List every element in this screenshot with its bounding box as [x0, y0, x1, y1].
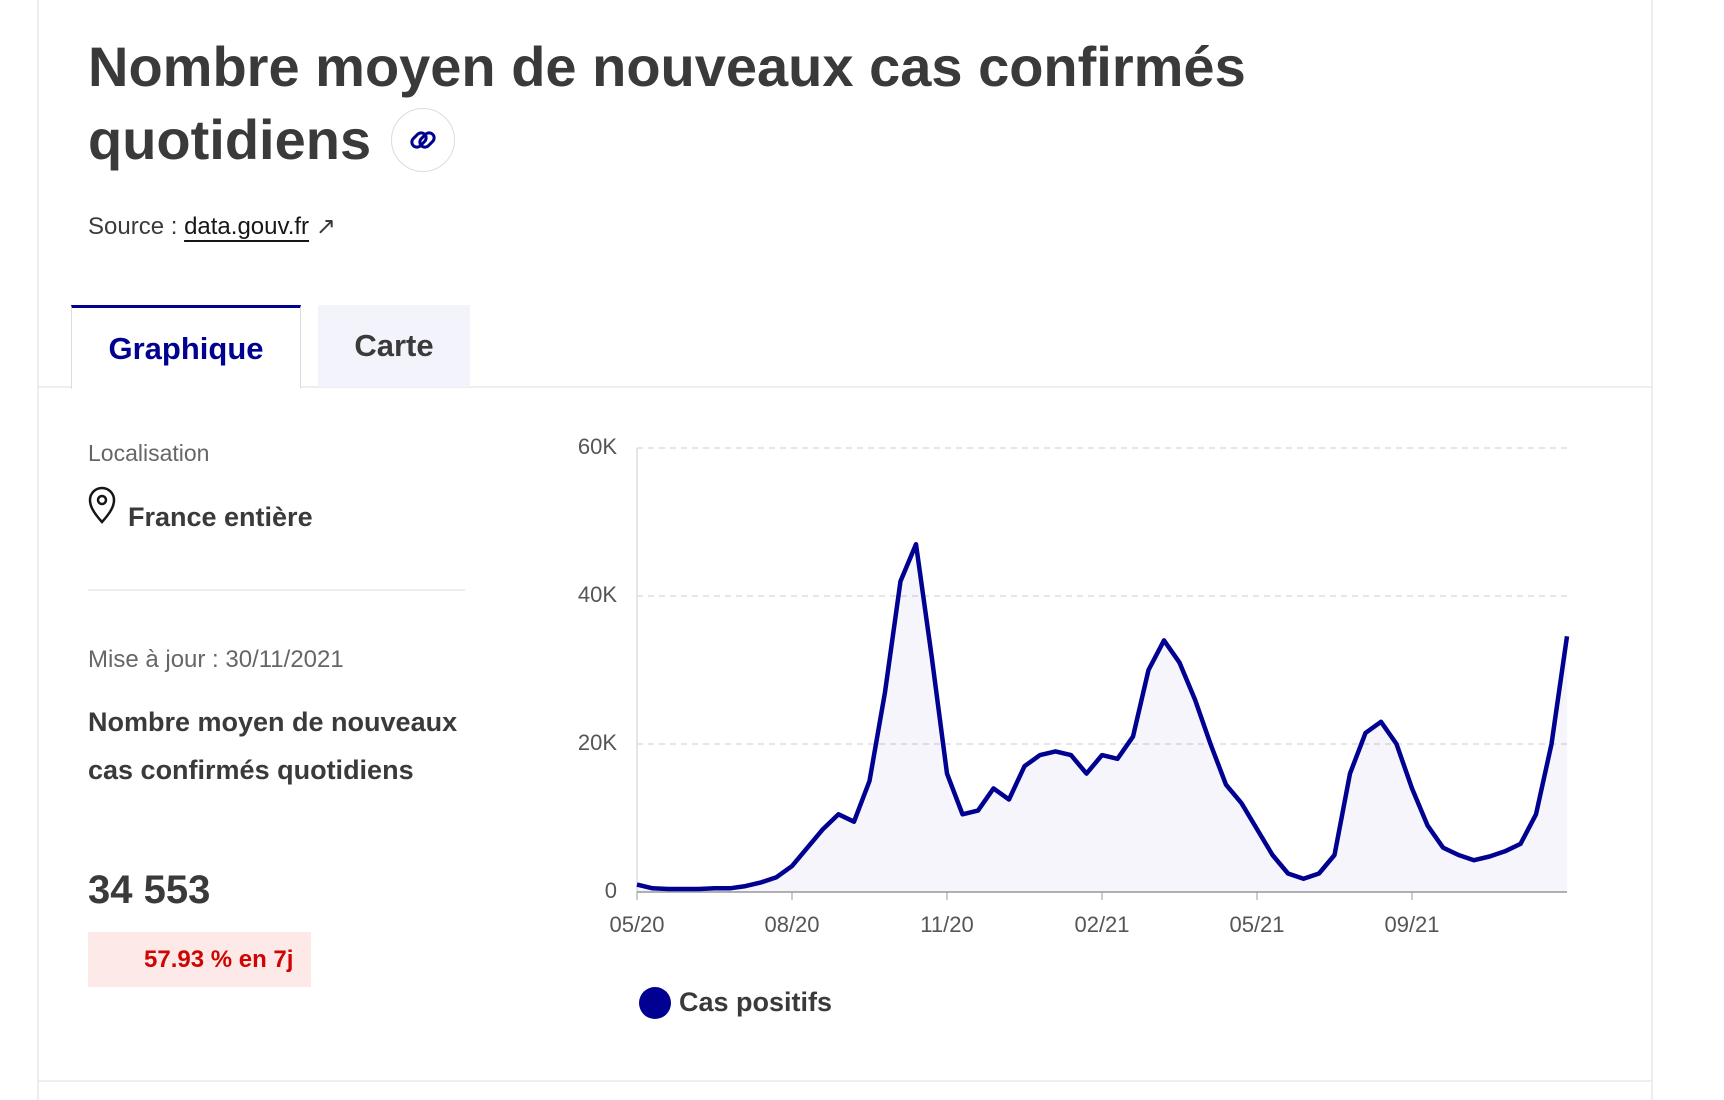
x-tick-label: 11/20 [920, 912, 973, 937]
y-tick-label: 60K [578, 434, 617, 459]
updated: Mise à jour : 30/11/2021 [88, 646, 344, 673]
x-tick-label: 02/21 [1074, 912, 1129, 937]
legend-swatch [639, 987, 671, 1019]
tab[interactable]: Graphique [71, 305, 301, 389]
y-tick-label: 0 [605, 878, 617, 903]
pin-icon [88, 486, 116, 524]
external-icon: ↗ [309, 213, 336, 240]
line [636, 541, 1570, 892]
x-tick-label: 08/20 [764, 912, 819, 937]
indicator: Nombre moyen de nouveaux cas confirmés q… [88, 707, 458, 785]
source-link[interactable]: data.gouv.fr [184, 213, 310, 240]
value: 34 553 [88, 868, 211, 912]
link-button[interactable] [391, 108, 456, 173]
source-label: Source : [88, 213, 178, 240]
area [637, 544, 1567, 892]
x-tick-label: 09/21 [1384, 912, 1439, 937]
source: Source : data.gouv.fr ↗ [88, 212, 336, 241]
legend-label: Cas positifs [679, 987, 832, 1017]
y-tick-label: 20K [578, 730, 617, 755]
location-label: Localisation [88, 440, 210, 466]
x-tick-label: 05/20 [609, 912, 664, 937]
y-tick-label: 40K [578, 582, 617, 607]
tab[interactable]: Carte [318, 305, 470, 387]
title: Nombre moyen de nouveaux cas confirmés q… [88, 30, 1418, 176]
title-text: Nombre moyen de nouveaux cas confirmés q… [88, 35, 1246, 171]
x-tick-label: 05/21 [1229, 912, 1284, 937]
change-badge: 57.93 % en 7j [88, 932, 311, 987]
link-icon [410, 131, 436, 149]
location[interactable]: France entière [128, 502, 313, 532]
